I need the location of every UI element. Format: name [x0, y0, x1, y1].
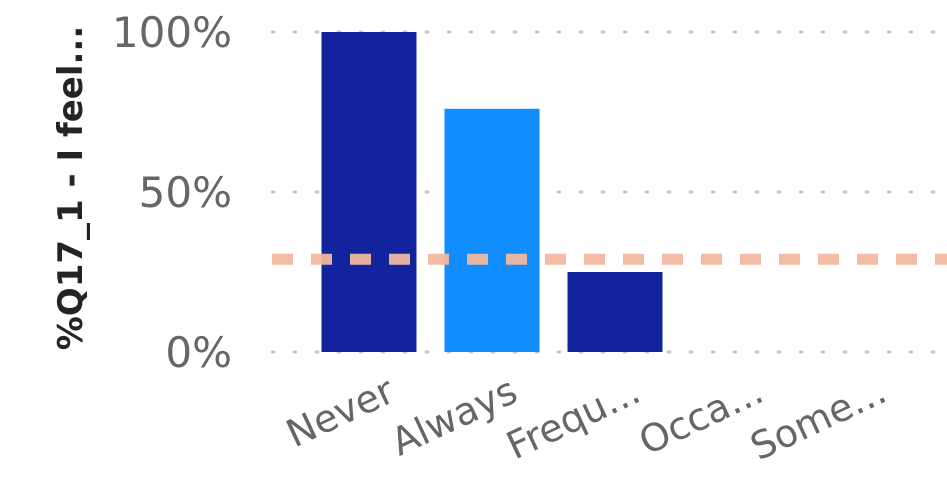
x-tick-label: Occa... [632, 368, 770, 463]
y-axis-ticks: 0% 50% 100% [112, 8, 232, 377]
x-tick-label: Never [280, 368, 402, 456]
bar[interactable] [444, 108, 540, 352]
y-tick-label: 0% [165, 328, 232, 377]
y-tick-label: 100% [112, 8, 232, 57]
bar[interactable] [567, 272, 663, 352]
y-axis-title: %Q17_1 - I feel... [51, 26, 91, 351]
x-axis-labels: NeverAlwaysFrequ...Occa...Some... [280, 368, 893, 469]
bar[interactable] [321, 32, 417, 352]
bars [321, 32, 663, 352]
y-tick-label: 50% [139, 168, 232, 217]
x-tick-label: Frequ... [500, 368, 647, 468]
x-tick-label: Always [384, 368, 523, 464]
x-tick-label: Some... [744, 368, 893, 469]
